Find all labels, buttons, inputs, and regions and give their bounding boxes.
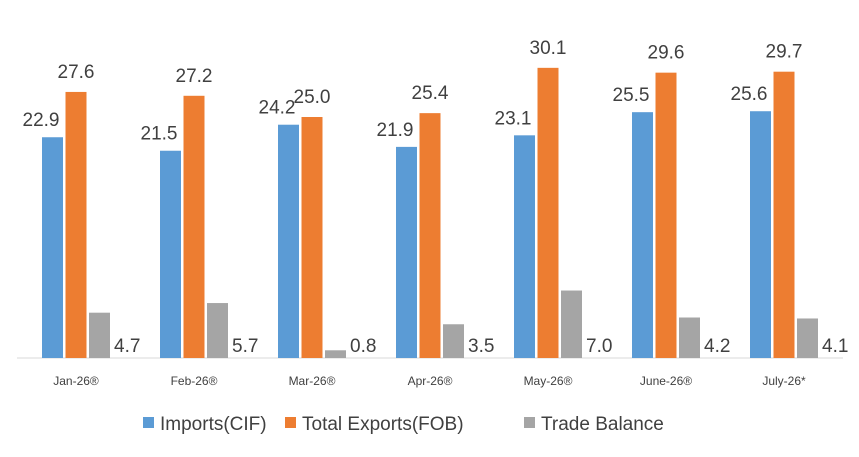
legend-swatch-2 (524, 417, 535, 428)
bar-series-0-2 (278, 124, 299, 359)
legend-label-2: Trade Balance (541, 414, 664, 435)
data-label-series-2-6: 4.1 (822, 336, 848, 357)
x-tick-label-1: Feb-26® (171, 374, 218, 388)
x-tick-label-0: Jan-26® (53, 374, 99, 388)
bar-series-0-6 (750, 111, 771, 358)
x-tick-label-4: May-26® (524, 374, 573, 388)
bar-series-2-6 (797, 318, 818, 358)
bar-series-2-3 (443, 324, 464, 358)
data-label-series-0-2: 24.2 (259, 98, 296, 119)
x-tick-label-6: July-26* (762, 374, 806, 388)
bar-series-2-2 (325, 350, 346, 358)
bar-series-2-4 (561, 290, 582, 358)
legend-label-0: Imports(CIF) (160, 414, 267, 435)
data-label-series-1-6: 29.7 (766, 42, 803, 63)
bar-series-1-1 (183, 95, 205, 358)
data-label-series-1-3: 25.4 (412, 83, 449, 104)
x-tick-label-5: June-26® (640, 374, 692, 388)
data-label-series-2-2: 0.8 (350, 336, 376, 357)
x-tick-label-3: Apr-26® (408, 374, 453, 388)
data-label-series-2-0: 4.7 (114, 336, 140, 357)
bar-series-1-5 (655, 72, 677, 358)
bar-series-0-0 (42, 137, 63, 358)
data-label-series-2-5: 4.2 (704, 336, 730, 357)
data-label-series-0-1: 21.5 (141, 124, 178, 145)
bar-series-0-1 (160, 150, 181, 358)
data-label-series-1-2: 25.0 (294, 87, 331, 108)
data-label-series-0-3: 21.9 (377, 120, 414, 141)
data-label-series-1-0: 27.6 (58, 62, 95, 83)
bar-series-1-3 (419, 113, 441, 358)
legend-label-1: Total Exports(FOB) (302, 414, 464, 435)
legend-swatch-0 (143, 417, 154, 428)
plot-area: 22.9 27.6 4.7 Jan-26® 21.5 27.2 5.7 Feb-26® 24.2… (23, 38, 849, 388)
legend: Imports(CIF) Total Exports(FOB) Trade Bala… (143, 414, 664, 435)
data-label-series-0-5: 25.5 (613, 85, 650, 106)
data-label-series-0-4: 23.1 (495, 108, 532, 129)
bar-series-0-4 (514, 135, 535, 358)
x-tick-label-2: Mar-26® (289, 374, 336, 388)
data-label-series-1-4: 30.1 (530, 38, 567, 59)
bar-series-0-3 (396, 146, 417, 358)
legend-swatch-1 (285, 417, 296, 428)
bar-series-0-5 (632, 112, 653, 359)
bar-series-1-6 (773, 71, 795, 358)
data-label-series-0-6: 25.6 (731, 84, 768, 105)
bar-series-1-2 (301, 117, 323, 358)
data-label-series-2-4: 7.0 (586, 336, 612, 357)
data-label-series-1-1: 27.2 (176, 66, 213, 87)
data-label-series-1-5: 29.6 (648, 43, 685, 64)
data-label-series-2-1: 5.7 (232, 336, 258, 357)
bar-series-2-0 (89, 312, 110, 358)
bar-series-1-4 (537, 67, 559, 358)
bar-series-2-5 (679, 317, 700, 358)
data-label-series-2-3: 3.5 (468, 336, 494, 357)
bar-series-1-0 (65, 91, 87, 358)
bar-series-2-1 (207, 303, 228, 358)
data-label-series-0-0: 22.9 (23, 110, 60, 131)
